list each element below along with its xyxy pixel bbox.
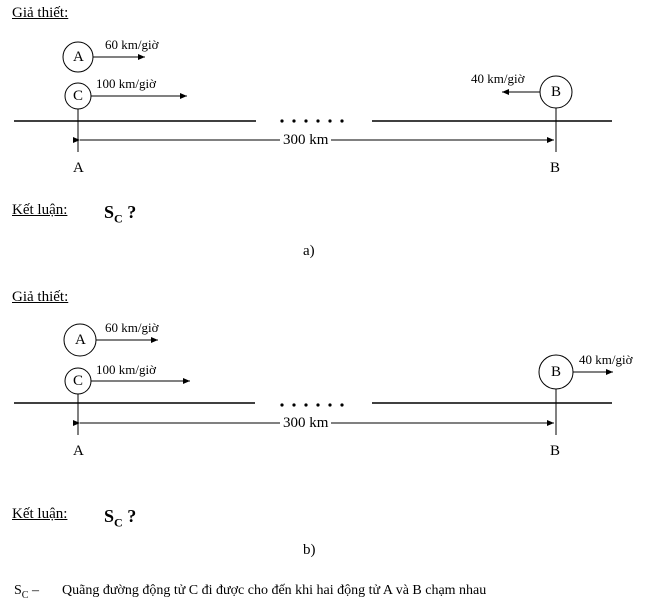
- point-a-label: A: [73, 160, 84, 176]
- diagram-b: [14, 323, 613, 435]
- road-gap-dots: [280, 403, 344, 407]
- vehicle-a-label: A: [73, 49, 84, 65]
- vehicle-a-speed: 60 km/giờ: [105, 320, 159, 335]
- caption-b: b): [303, 542, 316, 558]
- conclusion-sc-a: SC ?: [104, 202, 137, 226]
- point-b-label: B: [550, 443, 561, 459]
- distance-label: 300 km: [280, 133, 332, 148]
- vehicle-b-speed: 40 km/giờ: [579, 352, 633, 367]
- caption-a: a): [303, 243, 315, 259]
- given-label-b: Giả thiết:: [12, 289, 69, 305]
- vehicle-c-label: C: [73, 88, 84, 104]
- given-label-a: Giả thiết:: [12, 5, 69, 21]
- conclusion-sc-b: SC ?: [104, 506, 137, 530]
- vehicle-a-speed: 60 km/giờ: [105, 37, 159, 52]
- vehicle-c-speed: 100 km/giờ: [96, 362, 156, 377]
- footnote-text: Quãng đường động tử C đi được cho đến kh…: [62, 583, 487, 598]
- point-b-label: B: [550, 160, 561, 176]
- vehicle-b-speed: 40 km/giờ: [471, 71, 525, 86]
- vehicle-b-label: B: [551, 84, 562, 100]
- conclusion-label-a: Kết luận:: [12, 202, 68, 218]
- vehicle-c-label: C: [73, 373, 84, 389]
- diagram-a: [14, 41, 612, 152]
- footnote-symbol: SC –: [14, 583, 39, 601]
- point-a-label: A: [73, 443, 84, 459]
- road-gap-dots: [280, 119, 344, 123]
- vehicle-b-label: B: [551, 364, 562, 380]
- distance-label: 300 km: [280, 416, 332, 431]
- conclusion-label-b: Kết luận:: [12, 506, 68, 522]
- vehicle-c-speed: 100 km/giờ: [96, 76, 156, 91]
- vehicle-a-label: A: [75, 332, 86, 348]
